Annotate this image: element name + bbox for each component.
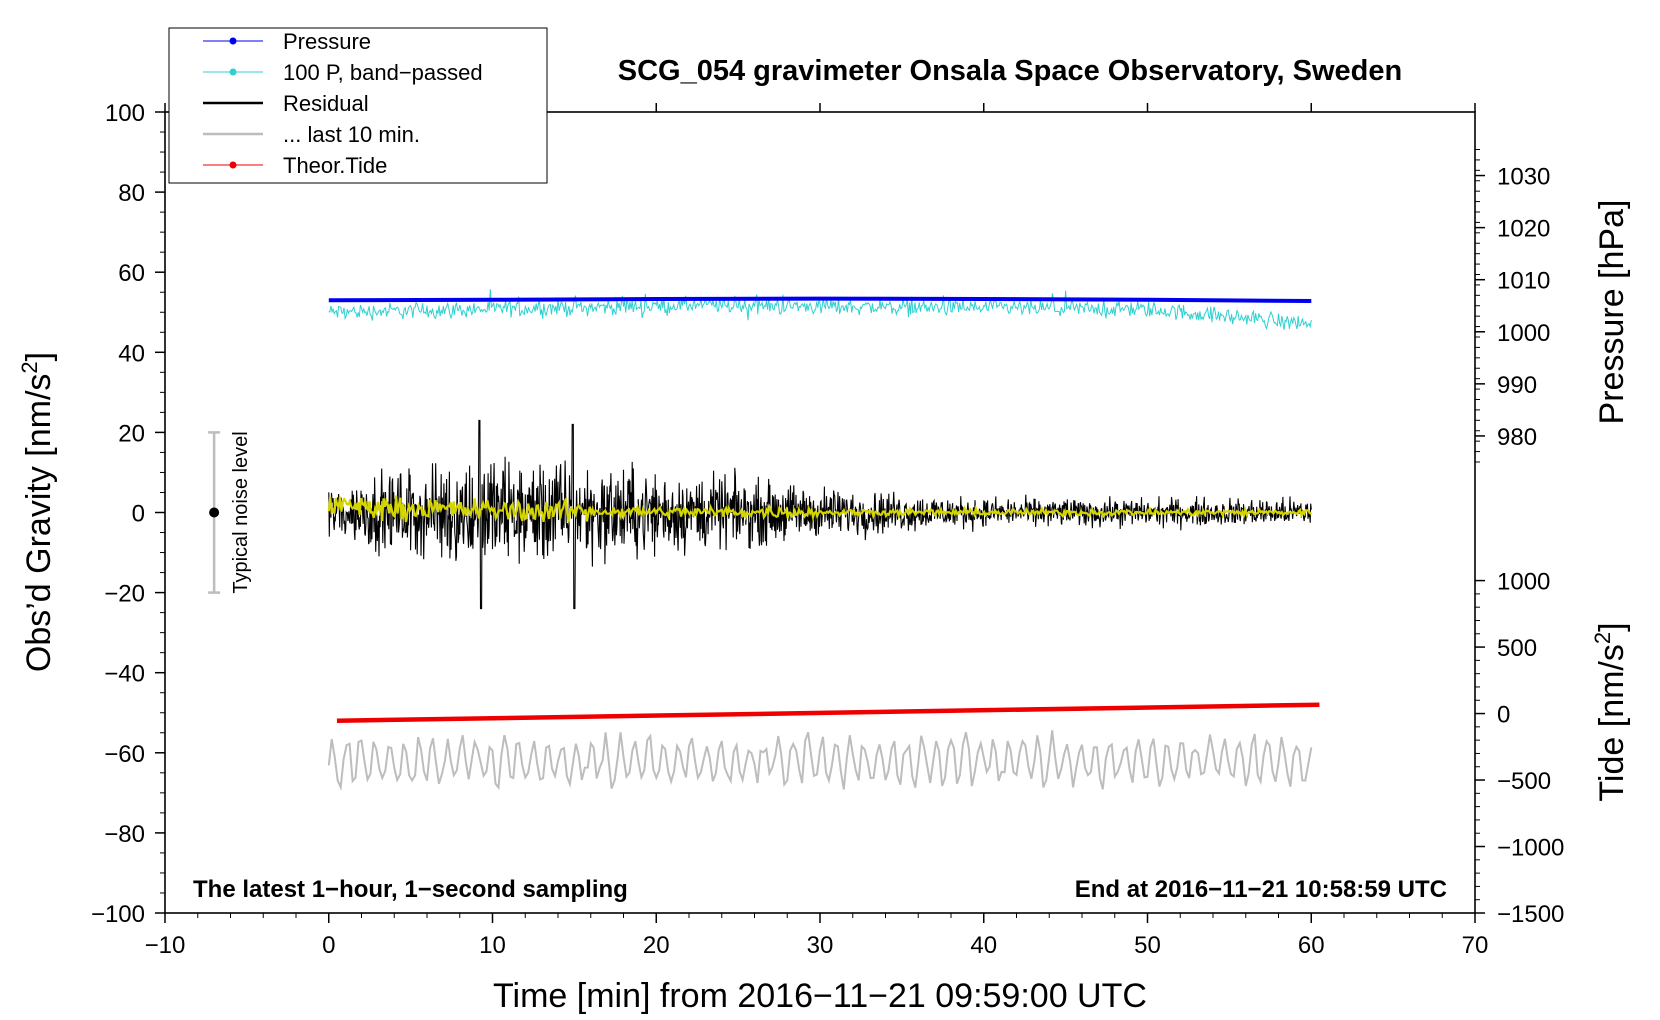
pressure-tick-label: 980 bbox=[1497, 424, 1537, 451]
y-tick-label: 60 bbox=[118, 260, 145, 287]
y-tick-label: 40 bbox=[118, 340, 145, 367]
y-tick-label: 0 bbox=[132, 501, 145, 528]
series-pressure-line bbox=[328, 296, 1312, 303]
legend: Pressure 100 P, band−passed Residual ... la… bbox=[168, 27, 548, 184]
chart-title: SCG_054 gravimeter Onsala Space Observat… bbox=[618, 55, 1402, 87]
y-tick-label: 100 bbox=[105, 100, 145, 127]
noise-level-indicator: Typical noise level bbox=[208, 431, 252, 594]
tide-tick-label: 0 bbox=[1497, 702, 1510, 729]
x-tick-label: 60 bbox=[1298, 932, 1325, 959]
x-tick-label: 20 bbox=[643, 932, 670, 959]
x-tick-label: 50 bbox=[1134, 932, 1161, 959]
y-axis-tide-label-sup: 2 bbox=[1590, 632, 1615, 644]
legend-marker bbox=[229, 161, 237, 169]
annotation-bottom-left: The latest 1−hour, 1−second sampling bbox=[193, 876, 628, 903]
pressure-tick-label: 990 bbox=[1497, 372, 1537, 399]
x-tick-label: 10 bbox=[479, 932, 506, 959]
y-axis-pressure-label: Pressure [hPa] bbox=[1593, 200, 1631, 425]
pressure-tick-label: 1010 bbox=[1497, 268, 1550, 295]
noise-level-label: Typical noise level bbox=[230, 431, 252, 593]
noise-center-dot bbox=[209, 507, 220, 518]
y-axis-left-label-sup: 2 bbox=[17, 361, 42, 373]
tide-tick-label: −500 bbox=[1497, 768, 1551, 795]
legend-label: Pressure bbox=[283, 29, 371, 54]
series-last10-line bbox=[327, 730, 1313, 791]
y-tick-label: −20 bbox=[104, 581, 145, 608]
y-tick-label: 20 bbox=[118, 420, 145, 447]
y-axis-left-label: Obs’d Gravity [nm/s2] bbox=[17, 352, 58, 672]
y-tick-label: −60 bbox=[104, 741, 145, 768]
tide-tick-label: 1000 bbox=[1497, 569, 1550, 596]
y-axis-tide: 1000 500 0 −500 −1000 −1500 bbox=[1475, 569, 1564, 928]
tide-tick-label: −1000 bbox=[1497, 835, 1564, 862]
x-tick-label: 40 bbox=[970, 932, 997, 959]
y-axis-tide-label-close: ] bbox=[1593, 622, 1631, 631]
series-residual-line bbox=[328, 419, 1312, 610]
y-axis-tide-label-text: Tide [nm/s bbox=[1593, 644, 1631, 801]
legend-label: 100 P, band−passed bbox=[283, 60, 483, 85]
pressure-tick-label: 1020 bbox=[1497, 216, 1550, 243]
y-tick-label: −100 bbox=[91, 901, 145, 928]
y-axis-left: 100 80 60 40 20 0 −20 −40 −60 −80 −100 bbox=[91, 100, 165, 928]
series-layer bbox=[327, 289, 1320, 791]
annotation-bottom-right: End at 2016−11−21 10:58:59 UTC bbox=[1075, 876, 1447, 903]
legend-label: Residual bbox=[283, 91, 369, 116]
legend-marker bbox=[229, 68, 237, 76]
tide-tick-label: 500 bbox=[1497, 635, 1537, 662]
tide-tick-label: −1500 bbox=[1497, 901, 1564, 928]
y-axis-tide-label: Tide [nm/s2] bbox=[1590, 622, 1631, 801]
y-axis-pressure: 980 990 1000 1010 1020 1030 bbox=[1475, 148, 1550, 463]
y-tick-label: −80 bbox=[104, 821, 145, 848]
series-bandpassed-line bbox=[328, 289, 1312, 330]
pressure-tick-label: 1000 bbox=[1497, 320, 1550, 347]
y-axis-left-label-close: ] bbox=[20, 352, 58, 361]
y-tick-label: 80 bbox=[118, 180, 145, 207]
x-axis-label: Time [min] from 2016−11−21 09:59:00 UTC bbox=[493, 977, 1147, 1015]
x-tick-label: 30 bbox=[807, 932, 834, 959]
legend-marker bbox=[229, 37, 237, 45]
x-tick-label: 70 bbox=[1462, 932, 1489, 959]
x-tick-label: 0 bbox=[322, 932, 335, 959]
legend-box bbox=[168, 27, 548, 184]
legend-label: ... last 10 min. bbox=[283, 122, 420, 147]
legend-label: Theor.Tide bbox=[283, 153, 387, 178]
y-tick-label: −40 bbox=[104, 661, 145, 688]
series-tide-line bbox=[336, 702, 1320, 724]
series-smoothed-line bbox=[327, 495, 1312, 523]
y-axis-left-label-text: Obs’d Gravity [nm/s bbox=[20, 374, 58, 673]
x-axis: −10 0 10 20 30 40 50 60 70 bbox=[145, 103, 1489, 959]
x-tick-label: −10 bbox=[145, 932, 186, 959]
pressure-tick-label: 1030 bbox=[1497, 164, 1550, 191]
